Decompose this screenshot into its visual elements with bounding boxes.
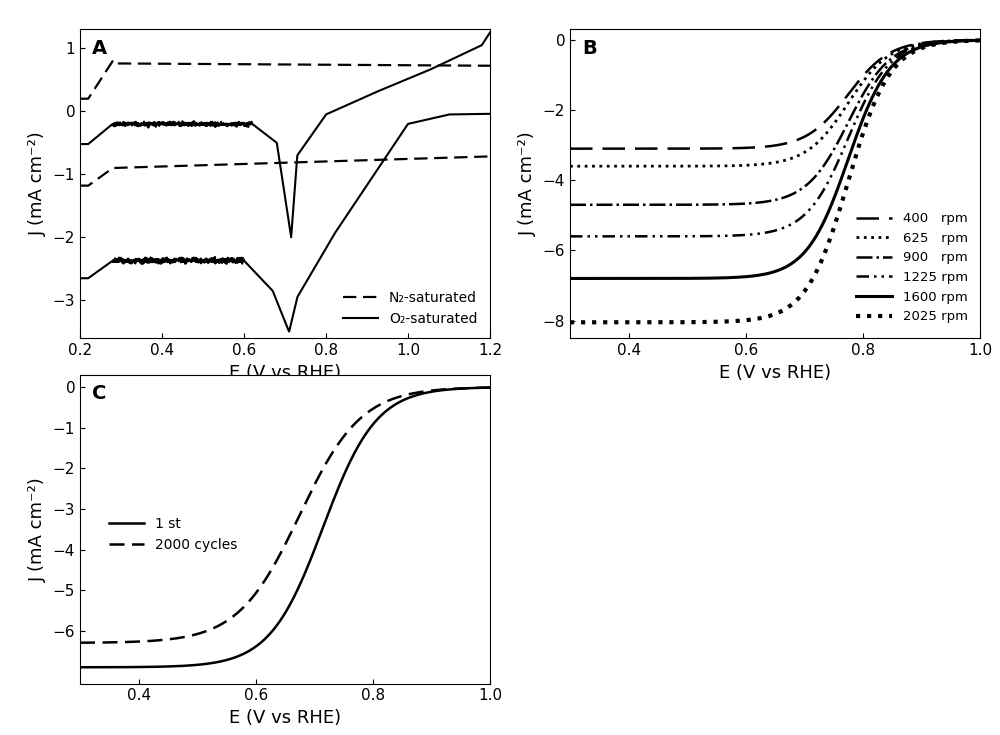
2000 cycles	[366, 405, 378, 414]
Text: C: C	[92, 384, 107, 403]
2000 cycles	[383, 396, 395, 405]
2000 cycles	[119, 638, 131, 647]
Line: 1 st: 1 st	[80, 387, 490, 667]
Text: A: A	[92, 39, 107, 57]
1 st	[74, 663, 86, 672]
X-axis label: E (V vs RHE): E (V vs RHE)	[229, 709, 341, 727]
2000 cycles	[428, 386, 440, 395]
1 st	[484, 383, 496, 392]
Legend: 1 st, 2000 cycles: 1 st, 2000 cycles	[103, 512, 243, 558]
1 st	[181, 662, 193, 670]
2000 cycles	[181, 632, 193, 641]
Legend: N₂-saturated, O₂-saturated: N₂-saturated, O₂-saturated	[338, 285, 483, 331]
Y-axis label: J (mA cm⁻²): J (mA cm⁻²)	[519, 132, 537, 236]
2000 cycles	[249, 589, 261, 598]
1 st	[428, 387, 440, 395]
X-axis label: E (V vs RHE): E (V vs RHE)	[229, 364, 341, 381]
1 st	[119, 663, 131, 672]
Text: B: B	[582, 39, 597, 57]
Legend: 400   rpm, 625   rpm, 900   rpm, 1225 rpm, 1600 rpm, 2025 rpm: 400 rpm, 625 rpm, 900 rpm, 1225 rpm, 160…	[850, 207, 973, 329]
1 st	[366, 421, 378, 430]
Line: 2000 cycles: 2000 cycles	[80, 387, 490, 642]
Y-axis label: J (mA cm⁻²): J (mA cm⁻²)	[29, 132, 47, 236]
2000 cycles	[74, 638, 86, 647]
X-axis label: E (V vs RHE): E (V vs RHE)	[719, 364, 831, 381]
Y-axis label: J (mA cm⁻²): J (mA cm⁻²)	[29, 477, 47, 581]
2000 cycles	[484, 383, 496, 392]
1 st	[383, 404, 395, 413]
1 st	[249, 642, 261, 651]
